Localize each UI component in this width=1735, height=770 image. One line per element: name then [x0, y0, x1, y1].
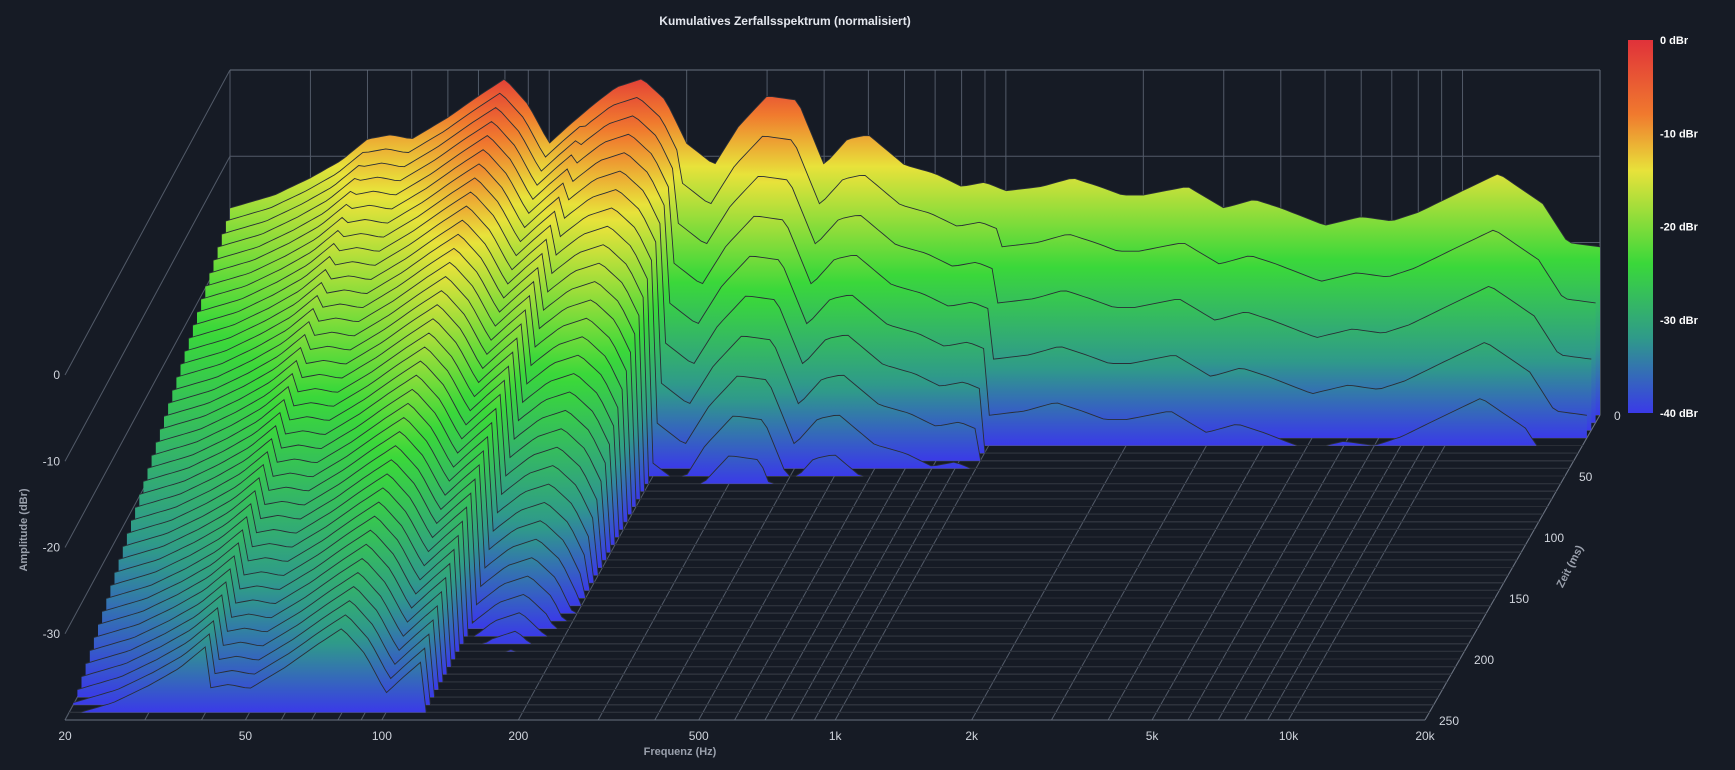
decay-slice-line — [122, 445, 1487, 614]
z-tick-label: 250 — [1439, 714, 1459, 728]
x-tick-label: 20 — [58, 729, 72, 743]
decay-slice-line — [225, 92, 1596, 304]
colorbar: 0 dBr -10 dBr -20 dBr -30 dBr -40 dBr — [1628, 35, 1699, 420]
decay-slice-line — [101, 515, 1465, 652]
decay-slice-line — [114, 473, 1478, 629]
decay-slice-line — [196, 191, 1565, 477]
decay-slice-line — [110, 487, 1474, 637]
decay-slice-line — [139, 388, 1504, 584]
colorbar-tick-label: 0 dBr — [1660, 35, 1689, 47]
x-tick-label: 2k — [965, 729, 979, 743]
decay-slice-line — [77, 600, 1439, 698]
colorbar-ticks: 0 dBr -10 dBr -20 dBr -30 dBr -40 dBr — [1660, 35, 1699, 420]
decay-slice-line — [81, 586, 1443, 690]
decay-slice-line — [205, 163, 1574, 462]
decay-slice-line — [192, 205, 1561, 485]
decay-slice-line — [151, 346, 1517, 561]
colorbar-tick-label: -40 dBr — [1660, 408, 1699, 420]
decay-slice-line — [184, 233, 1552, 500]
decay-slice-line — [118, 459, 1482, 622]
z-tick-label: 100 — [1544, 531, 1564, 545]
decay-slice-line — [130, 416, 1495, 599]
x-tick-label: 1k — [829, 729, 843, 743]
axis-ticks: 20 50 100 200 500 1k 2k 5k 10k 20k 0 -10 -20 -30 0 50 10… — [43, 368, 1621, 743]
x-tick-label: 500 — [689, 729, 709, 743]
decay-slices — [69, 78, 1601, 713]
x-tick-label: 50 — [239, 729, 253, 743]
y-tick-label: -30 — [43, 627, 61, 641]
colorbar-gradient — [1628, 40, 1653, 413]
decay-slice-line — [200, 177, 1570, 469]
z-tick-label: 50 — [1579, 470, 1593, 484]
decay-slice-line — [93, 543, 1456, 668]
decay-slice-line — [213, 135, 1583, 446]
chart-title: Kumulatives Zerfallsspektrum (normalisie… — [659, 14, 910, 28]
decay-slice — [69, 628, 1430, 713]
decay-slice-line — [85, 571, 1447, 683]
decay-slice-line — [97, 529, 1460, 660]
x-tick-label: 200 — [508, 729, 528, 743]
grid-line-side-wall — [64, 69, 231, 376]
decay-slice-line — [221, 106, 1592, 360]
x-tick-label: 100 — [372, 729, 392, 743]
decay-slice-fill — [69, 628, 1430, 713]
x-tick-label: 10k — [1279, 729, 1299, 743]
y-tick-label: -10 — [43, 454, 61, 468]
decay-slice-line — [180, 247, 1548, 507]
z-tick-label: 150 — [1509, 592, 1529, 606]
decay-slice-line — [188, 219, 1557, 492]
z-tick-label: 0 — [1614, 409, 1621, 423]
z-axis-label: Zeit (ms) — [1555, 543, 1587, 590]
colorbar-tick-label: -20 dBr — [1660, 222, 1699, 234]
decay-slice-line — [229, 78, 1601, 248]
decay-slice-line — [69, 628, 1430, 713]
decay-slice-line — [209, 149, 1579, 454]
decay-slice-line — [147, 360, 1513, 568]
decay-slice-line — [167, 290, 1535, 530]
decay-slice-line — [73, 614, 1434, 706]
x-tick-label: 20k — [1415, 729, 1435, 743]
z-tick-label: 200 — [1474, 653, 1494, 667]
colorbar-tick-label: -10 dBr — [1660, 128, 1699, 140]
x-axis-label: Frequenz (Hz) — [644, 746, 717, 758]
decay-slice-line — [172, 276, 1539, 523]
decay-slice-line — [176, 261, 1544, 515]
y-tick-label: 0 — [53, 368, 60, 382]
decay-slice-line — [159, 318, 1526, 546]
decay-slice-line — [217, 120, 1587, 416]
decay-slice-line — [126, 431, 1491, 607]
decay-slice-line — [163, 304, 1530, 538]
decay-slice-line — [106, 501, 1469, 645]
decay-slice-line — [89, 557, 1452, 675]
colorbar-tick-label: -30 dBr — [1660, 315, 1699, 327]
decay-slice-line — [143, 374, 1509, 576]
y-tick-label: -20 — [43, 541, 61, 555]
decay-slice-line — [134, 402, 1500, 591]
y-axis-label: Amplitude (dBr) — [18, 488, 30, 571]
grid-line-side-wall — [64, 242, 231, 548]
x-tick-label: 5k — [1146, 729, 1160, 743]
decay-slice-line — [155, 332, 1522, 553]
grid-line-side-wall — [64, 156, 231, 462]
